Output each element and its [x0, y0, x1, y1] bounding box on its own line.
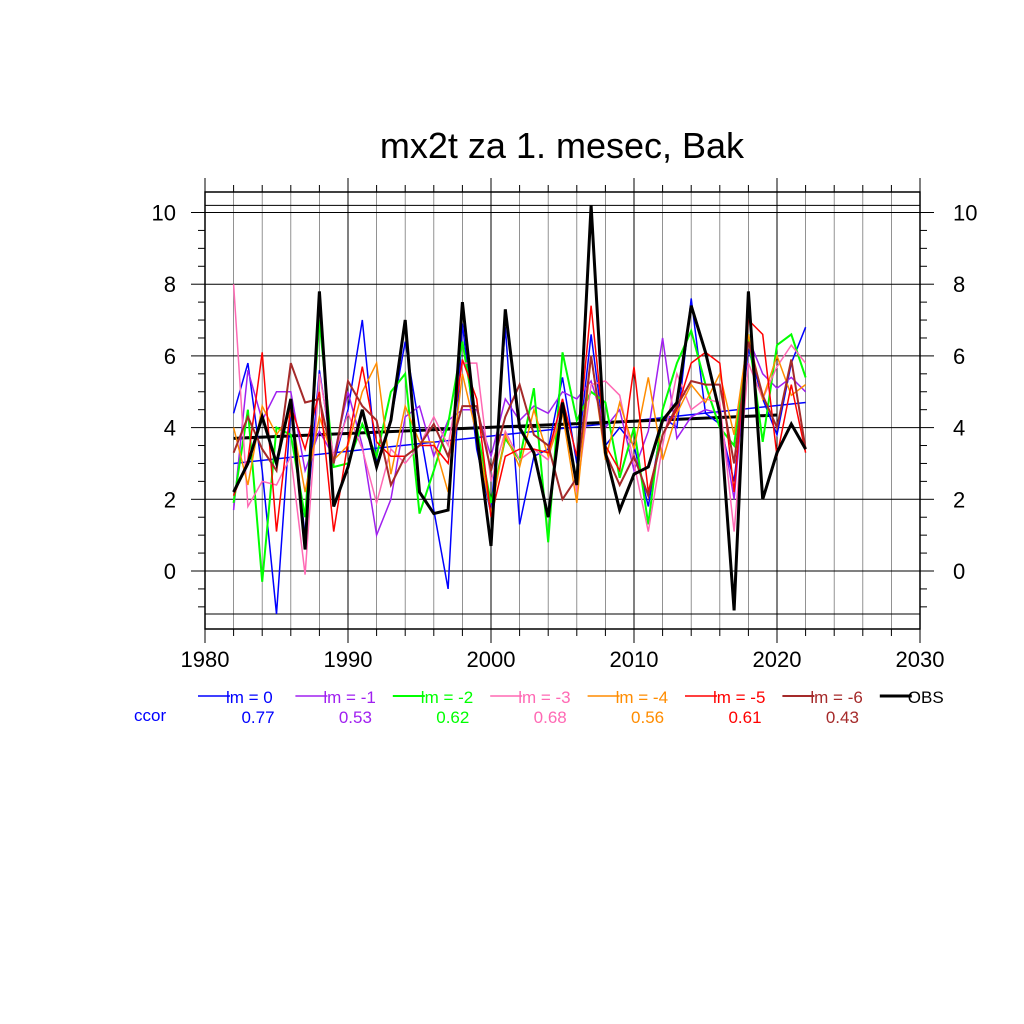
y-tick-label: 8 [164, 272, 176, 297]
legend-label: lm = -1 [323, 688, 375, 707]
x-tick-label: 1990 [324, 647, 373, 672]
y-tick-label: 6 [164, 344, 176, 369]
ccor-value: 0.43 [826, 708, 859, 727]
y-tick-label-right: 4 [953, 416, 965, 441]
legend-label: OBS [908, 688, 944, 707]
x-tick-label: 2020 [753, 647, 802, 672]
x-tick-label: 2030 [896, 647, 945, 672]
chart-title: mx2t za 1. mesec, Bak [380, 125, 745, 166]
y-tick-label-right: 2 [953, 487, 965, 512]
y-tick-label-right: 6 [953, 344, 965, 369]
x-tick-label: 1980 [181, 647, 230, 672]
plot-frame [204, 191, 921, 630]
series-line [232, 305, 807, 532]
legend-label: lm = -3 [518, 688, 570, 707]
ccor-value: 0.56 [631, 708, 664, 727]
legend-label: lm = 0 [226, 688, 273, 707]
y-tick-label: 0 [164, 559, 176, 584]
series-line [232, 205, 807, 611]
y-tick-label-right: 10 [953, 201, 977, 226]
ccor-value: 0.62 [436, 708, 469, 727]
ccor-value: 0.68 [534, 708, 567, 727]
y-tick-label-right: 0 [953, 559, 965, 584]
axis-ticks: 1980 1990 2000 2010 2020 2030 0 0 2 2 4 4 6 6 8 8 10 10 [152, 178, 977, 672]
y-tick-label: 10 [152, 201, 176, 226]
y-tick-label-right: 8 [953, 272, 965, 297]
ccor-value: 0.61 [728, 708, 761, 727]
ccor-value: 0.53 [339, 708, 372, 727]
ccor-value: 0.77 [241, 708, 274, 727]
y-tick-label: 4 [164, 416, 176, 441]
legend-label: lm = -5 [713, 688, 765, 707]
legend-label: lm = -6 [810, 688, 862, 707]
x-tick-label: 2010 [610, 647, 659, 672]
legend-label: lm = -2 [421, 688, 473, 707]
y-tick-label: 2 [164, 487, 176, 512]
x-tick-label: 2000 [467, 647, 516, 672]
legend-label: lm = -4 [616, 688, 668, 707]
ccor-label: ccor [134, 706, 166, 725]
series-lines [232, 205, 807, 615]
